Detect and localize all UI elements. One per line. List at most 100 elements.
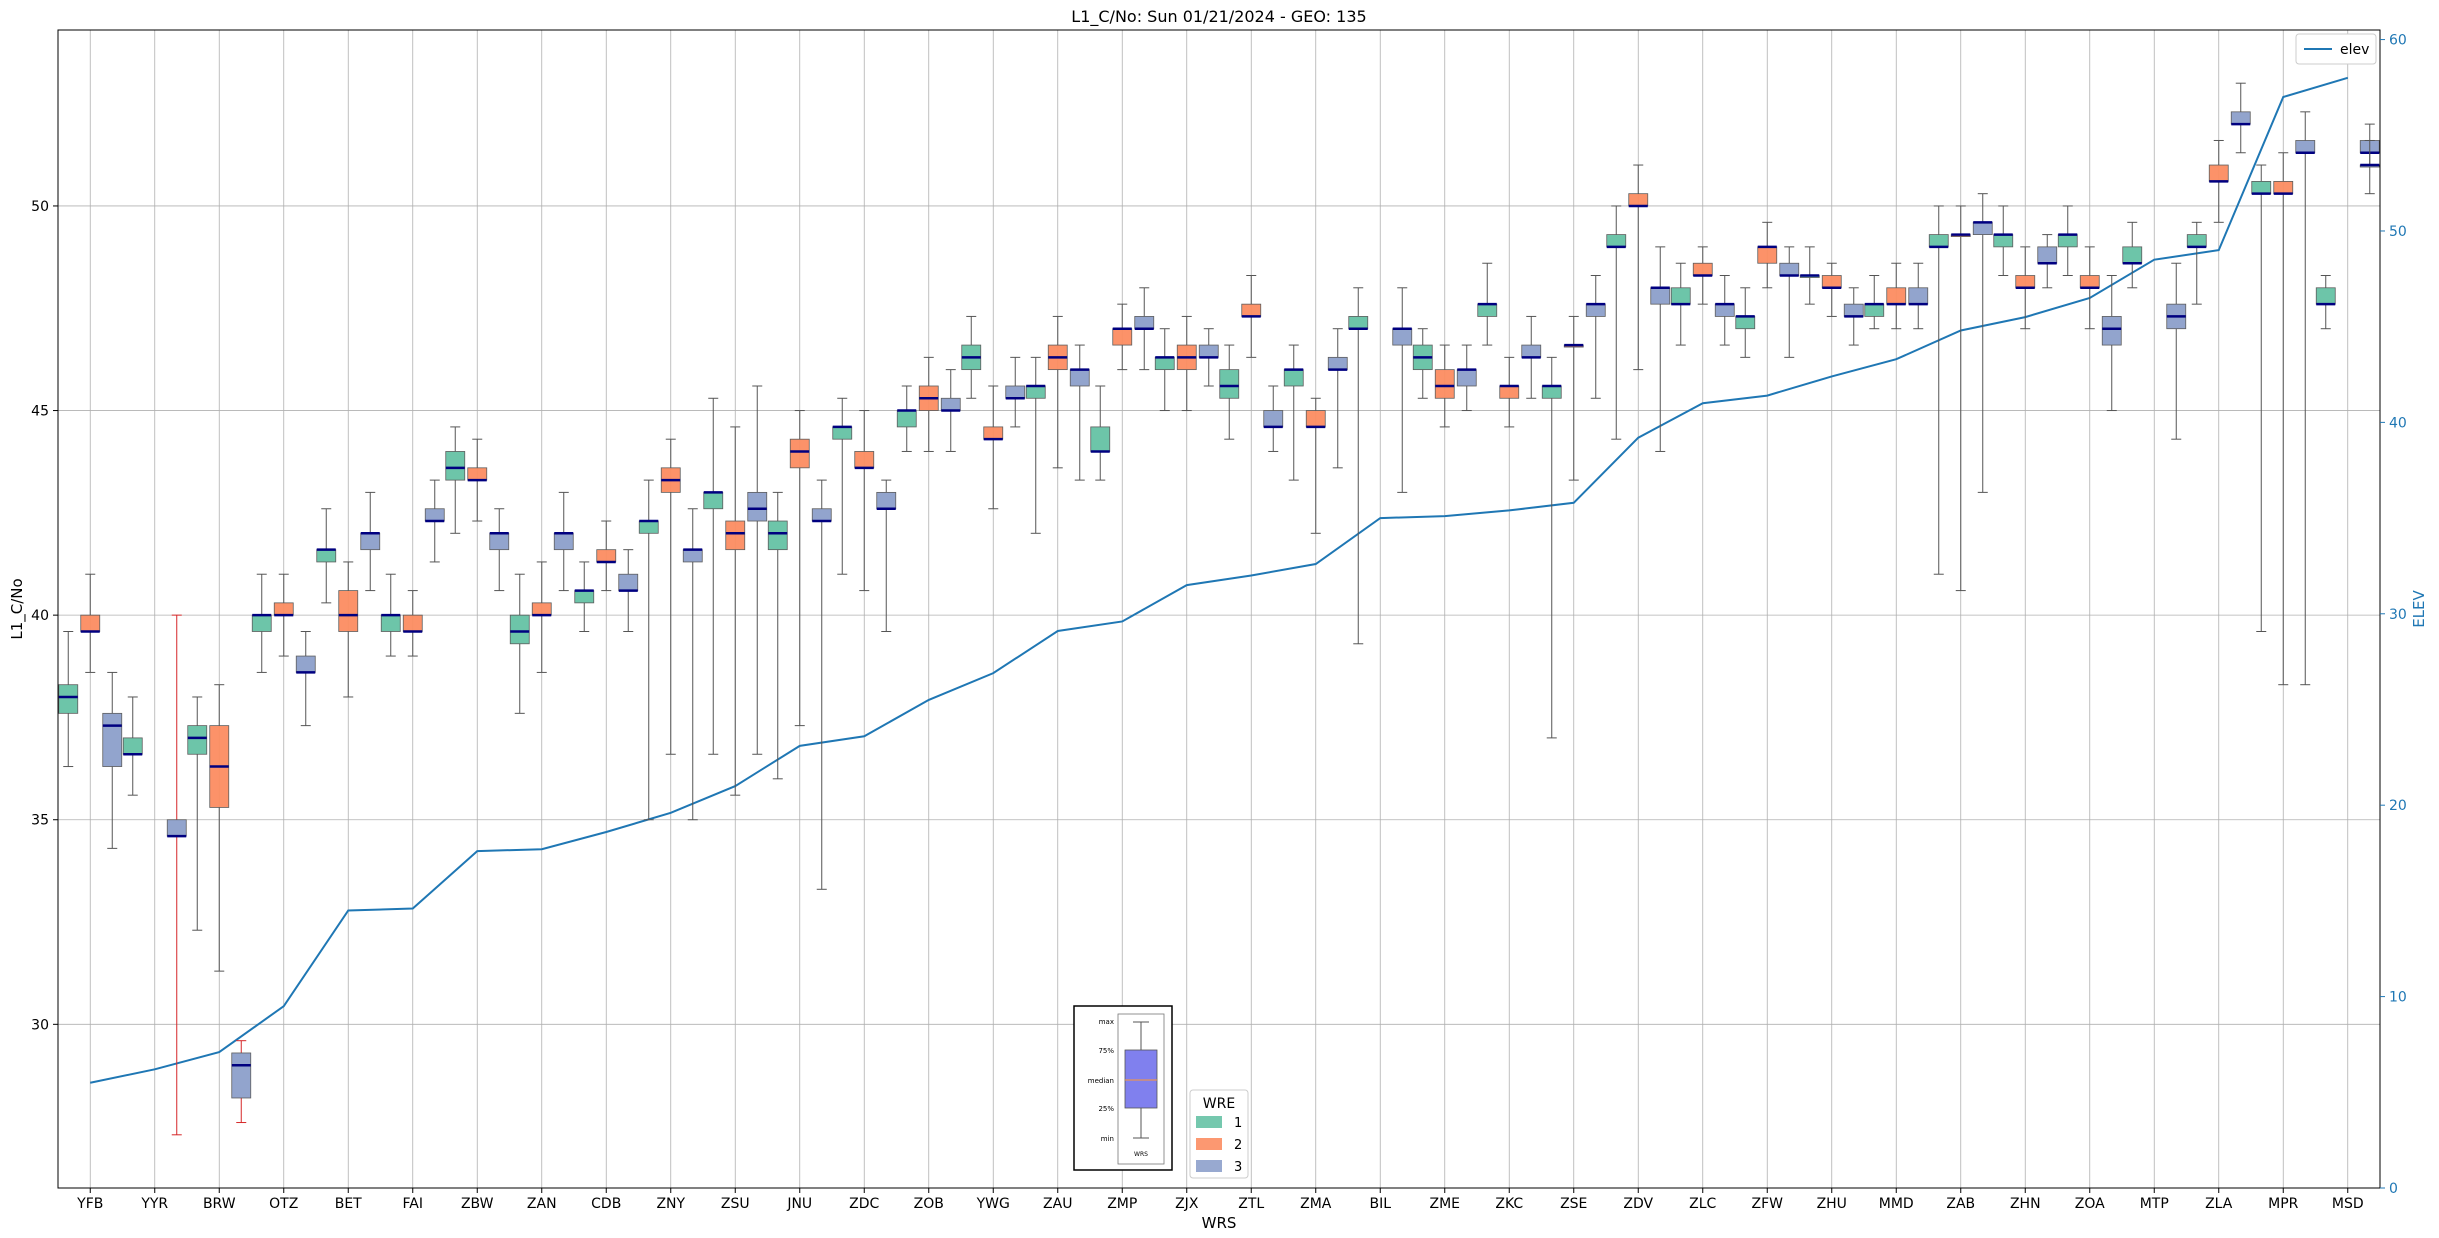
y2-tick-label: 0 xyxy=(2389,1181,2398,1197)
box-BIL-3 xyxy=(1392,287,1413,493)
box-body xyxy=(1005,385,1026,399)
box-body xyxy=(854,451,875,469)
box-ZLA-1 xyxy=(2186,221,2207,305)
box-ZAU-1 xyxy=(1025,356,1046,534)
elev-series-line xyxy=(90,76,2349,1084)
y-tick-label: 30 xyxy=(31,1017,49,1033)
wre-legend-swatch-2 xyxy=(1196,1138,1222,1150)
box-MPR-2 xyxy=(2273,152,2294,686)
box-body xyxy=(1456,369,1477,387)
box-body xyxy=(811,508,832,522)
box-ZDV-2 xyxy=(1628,164,1649,371)
inset-key-xlabel: WRS xyxy=(1134,1151,1148,1158)
box-ZFW-3 xyxy=(1779,246,1800,358)
box-MMD-1 xyxy=(1864,275,1885,330)
x-tick-label: BRW xyxy=(203,1196,236,1212)
x-tick-label: FAI xyxy=(403,1196,423,1212)
box-ZAB-3 xyxy=(1972,193,1993,493)
box-body xyxy=(1757,246,1778,264)
box-body xyxy=(747,491,768,522)
box-ZSU-3 xyxy=(747,385,768,755)
box-body xyxy=(1154,356,1175,371)
inset-key-label-max: max xyxy=(1099,1018,1114,1026)
wre-legend-title: WRE xyxy=(1203,1096,1235,1112)
box-FAI-1 xyxy=(380,573,401,657)
box-body xyxy=(2295,140,2316,154)
box-body xyxy=(1692,262,1713,276)
box-YFB-1 xyxy=(58,631,79,768)
box-body xyxy=(2273,180,2294,195)
box-body xyxy=(1670,287,1691,305)
box-JNU-3 xyxy=(811,479,832,890)
box-body xyxy=(596,549,617,563)
x-tick-label: MTP xyxy=(2140,1196,2169,1212)
x-tick-label: BET xyxy=(335,1196,362,1212)
box-BET-2 xyxy=(338,561,359,698)
inset-key-box xyxy=(1124,1049,1158,1109)
box-ZSU-2 xyxy=(725,426,746,796)
box-body xyxy=(2186,234,2207,248)
box-ZAN-1 xyxy=(509,573,530,714)
box-ZHN-1 xyxy=(1993,205,2014,277)
y-tick-label: 50 xyxy=(31,199,49,215)
box-body xyxy=(1348,316,1369,330)
x-tick-label: ZOB xyxy=(914,1196,944,1212)
box-body xyxy=(896,410,917,428)
box-YYR-1 xyxy=(122,696,143,796)
box-ZOB-2 xyxy=(918,356,939,452)
inset-key-label-q1: 25% xyxy=(1098,1105,1114,1113)
box-body xyxy=(1908,287,1929,305)
x-tick-label: ZMA xyxy=(1300,1196,1332,1212)
box-body xyxy=(509,614,530,645)
box-FAI-3 xyxy=(424,479,445,563)
box-ZHN-3 xyxy=(2037,234,2058,289)
box-body xyxy=(1434,369,1455,399)
box-body xyxy=(380,614,401,632)
box-ZFW-1 xyxy=(1735,287,1756,358)
x-tick-label: ZHU xyxy=(1817,1196,1847,1212)
box-ZNY-3 xyxy=(682,508,703,821)
box-body xyxy=(2101,316,2122,346)
box-ZAN-2 xyxy=(531,561,552,673)
box-ZAU-2 xyxy=(1047,315,1068,469)
box-body xyxy=(251,614,272,632)
x-tick-label: MSD xyxy=(2332,1196,2364,1212)
box-ZAU-3 xyxy=(1069,344,1090,481)
box-YFB-3 xyxy=(102,671,123,849)
box-body xyxy=(1477,303,1498,317)
inset-key-label-q3: 75% xyxy=(1098,1047,1114,1055)
x-tick-label: ZLC xyxy=(1689,1196,1716,1212)
x-tick-label: ZMP xyxy=(1107,1196,1137,1212)
box-ZJX-3 xyxy=(1198,328,1219,387)
box-body xyxy=(1779,262,1800,276)
x-tick-label: YWG xyxy=(976,1196,1010,1212)
box-MMD-2 xyxy=(1886,262,1907,330)
box-body xyxy=(1650,287,1671,305)
box-MPR-3 xyxy=(2295,111,2316,686)
box-CDB-2 xyxy=(596,520,617,592)
box-ZOB-1 xyxy=(896,385,917,452)
inset-key-label-median: median xyxy=(1088,1077,1114,1085)
x-tick-label: ZLA xyxy=(2205,1196,2233,1212)
y2-tick-label: 10 xyxy=(2389,990,2407,1006)
box-ZNY-2 xyxy=(660,438,681,755)
box-body xyxy=(725,520,746,551)
elev-line-layer xyxy=(90,76,2349,1084)
box-body xyxy=(80,614,101,632)
box-body xyxy=(489,532,510,551)
box-body xyxy=(789,438,810,469)
box-body xyxy=(2057,234,2078,248)
box-OTZ-1 xyxy=(251,573,272,673)
chart-title: L1_C/No: Sun 01/21/2024 - GEO: 135 xyxy=(1071,7,1366,27)
box-ZKC-1 xyxy=(1477,262,1498,346)
box-body xyxy=(1263,410,1284,428)
x-tick-label: CDB xyxy=(591,1196,621,1212)
box-MSD-1 xyxy=(2315,275,2336,330)
box-body xyxy=(703,491,724,510)
box-body xyxy=(2251,180,2272,195)
box-ZAN-3 xyxy=(553,491,574,592)
x-tick-label: ZFW xyxy=(1752,1196,1784,1212)
box-body xyxy=(1735,316,1756,330)
box-body xyxy=(1025,385,1046,399)
box-OTZ-2 xyxy=(273,573,294,657)
